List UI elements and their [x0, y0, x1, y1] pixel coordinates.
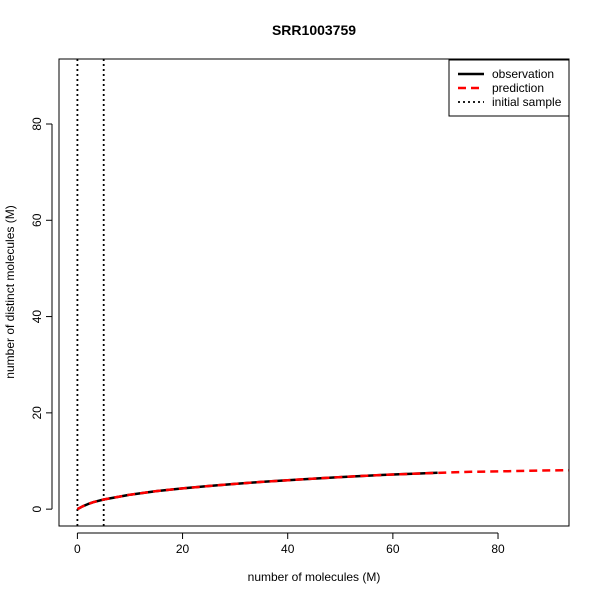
legend: observation prediction initial sample — [448, 59, 570, 117]
x-tick-label: 60 — [386, 542, 400, 556]
plot-lines — [76, 59, 569, 526]
x-tick-label: 80 — [491, 542, 505, 556]
x-tick-label: 0 — [74, 542, 81, 556]
y-tick-label: 80 — [30, 117, 44, 131]
plot-frame — [58, 58, 570, 527]
legend-prediction-label: prediction — [492, 81, 544, 95]
y-tick-label: 40 — [30, 310, 44, 324]
prediction-line — [76, 468, 569, 511]
y-axis: 0 20 40 60 80 — [30, 117, 53, 512]
chart-title: SRR1003759 — [272, 22, 356, 38]
x-axis: 0 20 40 60 80 — [74, 532, 505, 556]
legend-box — [448, 59, 570, 117]
x-tick-label: 40 — [281, 542, 295, 556]
legend-observation-label: observation — [492, 67, 554, 81]
y-axis-label: number of distinct molecules (M) — [3, 205, 17, 378]
legend-initial-sample-label: initial sample — [492, 95, 562, 109]
y-tick-label: 0 — [30, 505, 44, 512]
y-tick-label: 60 — [30, 213, 44, 227]
y-tick-label: 20 — [30, 406, 44, 420]
x-axis-label: number of molecules (M) — [248, 570, 381, 584]
x-tick-label: 20 — [176, 542, 190, 556]
